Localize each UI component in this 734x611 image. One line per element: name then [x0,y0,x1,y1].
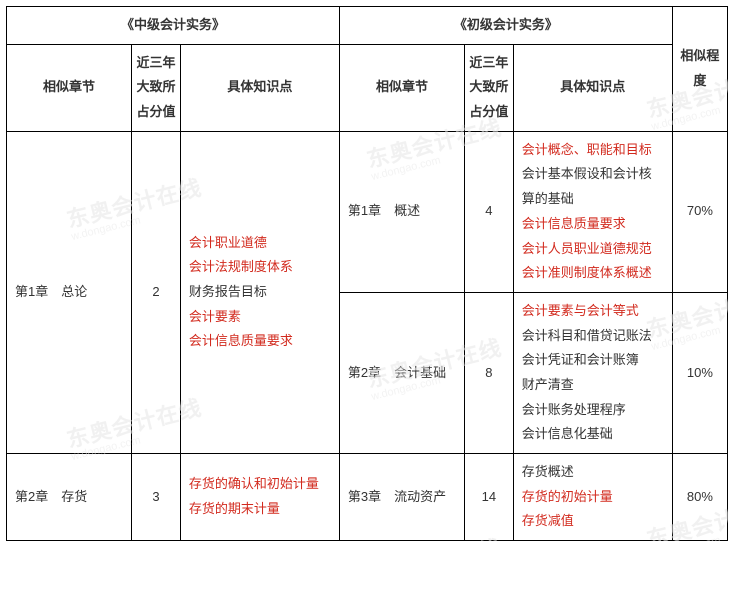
cell-pri-points: 会计概念、职能和目标会计基本假设和会计核算的基础会计信息质量要求会计人员职业道德… [513,131,672,292]
header-mid-group: 《中级会计实务》 [7,7,340,45]
knowledge-point: 会计职业道德 [189,235,267,250]
knowledge-point: 会计基本假设和会计核算的基础 [522,166,652,206]
header-points: 具体知识点 [180,44,339,131]
cell-mid-chapter: 第2章 存货 [7,454,132,541]
header-score: 近三年大致所占分值 [465,44,514,131]
cell-mid-points: 存货的确认和初始计量存货的期末计量 [180,454,339,541]
knowledge-point: 会计科目和借贷记账法 [522,328,652,343]
cell-pri-points: 会计要素与会计等式会计科目和借贷记账法会计凭证和会计账簿财产清查会计账务处理程序… [513,292,672,453]
knowledge-point: 财产清查 [522,377,574,392]
header-similarity: 相似程度 [672,7,727,132]
header-points: 具体知识点 [513,44,672,131]
header-chapter: 相似章节 [339,44,464,131]
knowledge-point: 会计信息质量要求 [189,333,293,348]
knowledge-point: 会计凭证和会计账簿 [522,352,639,367]
knowledge-point: 会计账务处理程序 [522,402,626,417]
knowledge-point: 会计要素 [189,309,241,324]
cell-pri-chapter: 第2章 会计基础 [339,292,464,453]
cell-mid-points: 会计职业道德会计法规制度体系财务报告目标会计要素会计信息质量要求 [180,131,339,453]
knowledge-point: 会计信息化基础 [522,426,613,441]
knowledge-point: 会计概念、职能和目标 [522,142,652,157]
knowledge-point: 会计信息质量要求 [522,216,626,231]
cell-pri-points: 存货概述存货的初始计量存货减值 [513,454,672,541]
knowledge-point: 存货的确认和初始计量 [189,476,319,491]
table-header-row-groups: 《中级会计实务》 《初级会计实务》 相似程度 [7,7,728,45]
cell-similarity: 70% [672,131,727,292]
cell-mid-score: 2 [132,131,181,453]
knowledge-point: 存货的期末计量 [189,501,280,516]
cell-pri-chapter: 第1章 概述 [339,131,464,292]
knowledge-point: 会计法规制度体系 [189,259,293,274]
knowledge-point: 会计要素与会计等式 [522,303,639,318]
header-score: 近三年大致所占分值 [132,44,181,131]
knowledge-point: 存货的初始计量 [522,489,613,504]
knowledge-point: 财务报告目标 [189,284,267,299]
cell-mid-chapter: 第1章 总论 [7,131,132,453]
cell-similarity: 80% [672,454,727,541]
header-chapter: 相似章节 [7,44,132,131]
knowledge-point: 会计准则制度体系概述 [522,265,652,280]
cell-mid-score: 3 [132,454,181,541]
knowledge-point: 存货减值 [522,513,574,528]
table-header-row-cols: 相似章节 近三年大致所占分值 具体知识点 相似章节 近三年大致所占分值 具体知识… [7,44,728,131]
cell-pri-score: 14 [465,454,514,541]
table-row: 第2章 存货 3 存货的确认和初始计量存货的期末计量 第3章 流动资产 14 存… [7,454,728,541]
comparison-table: 《中级会计实务》 《初级会计实务》 相似程度 相似章节 近三年大致所占分值 具体… [6,6,728,541]
knowledge-point: 会计人员职业道德规范 [522,241,652,256]
cell-pri-score: 8 [465,292,514,453]
knowledge-point: 存货概述 [522,464,574,479]
table-row: 第1章 总论 2 会计职业道德会计法规制度体系财务报告目标会计要素会计信息质量要… [7,131,728,292]
page-wrap: 东奥会计在线w.dongao.com 东奥会计在线w.dongao.com 东奥… [6,6,728,541]
header-pri-group: 《初级会计实务》 [339,7,672,45]
cell-pri-chapter: 第3章 流动资产 [339,454,464,541]
cell-pri-score: 4 [465,131,514,292]
cell-similarity: 10% [672,292,727,453]
